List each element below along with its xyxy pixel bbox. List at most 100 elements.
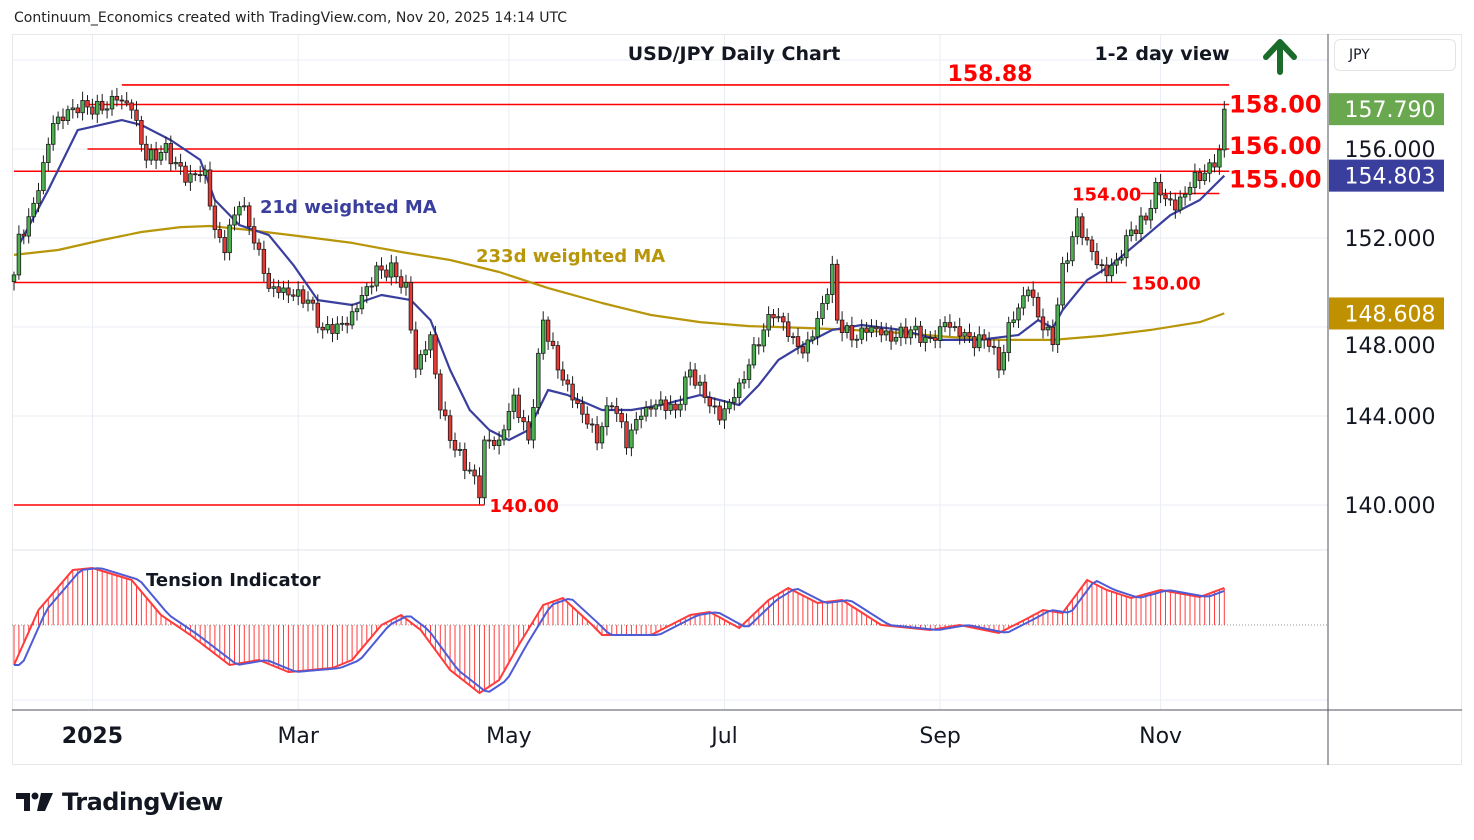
candle xyxy=(815,311,820,346)
candle-body xyxy=(16,233,22,276)
candle xyxy=(947,314,953,337)
candle xyxy=(173,156,178,170)
candle-body xyxy=(36,190,41,204)
candle xyxy=(565,374,570,392)
candle-body xyxy=(90,106,95,115)
candle xyxy=(477,467,482,505)
time-tick-label: Mar xyxy=(277,724,319,749)
candle-body xyxy=(923,337,928,343)
candle xyxy=(104,101,110,119)
candle xyxy=(393,256,399,284)
candle xyxy=(692,363,698,389)
candle-body xyxy=(447,415,453,441)
candle-body xyxy=(800,346,806,354)
candle xyxy=(496,431,502,455)
candle-body xyxy=(109,95,115,110)
candle xyxy=(1075,208,1080,245)
level-label: 140.00 xyxy=(489,496,558,517)
candle-body xyxy=(389,262,394,278)
candle-body xyxy=(26,216,31,237)
candle xyxy=(1070,231,1075,267)
candle xyxy=(21,229,26,245)
candle-body xyxy=(207,169,213,207)
candle-body xyxy=(879,328,884,336)
candle xyxy=(60,108,66,129)
candle-body xyxy=(217,229,222,238)
candle xyxy=(913,317,918,339)
candle xyxy=(212,199,218,239)
candle xyxy=(893,328,899,345)
candle xyxy=(222,229,227,261)
candle xyxy=(109,90,115,116)
candle xyxy=(727,398,732,414)
candle-body xyxy=(986,339,992,347)
candle-body xyxy=(1084,236,1090,241)
candle-body xyxy=(472,469,477,477)
indicator-signal-line xyxy=(14,567,1225,693)
candle-body xyxy=(398,276,404,288)
time-axis[interactable]: 2025 Mar May Jul Sep Nov xyxy=(62,724,1182,749)
candle-body xyxy=(1168,198,1173,201)
candle xyxy=(144,135,149,169)
candle xyxy=(462,442,467,480)
time-tick-label: Nov xyxy=(1139,724,1182,749)
candle-body xyxy=(795,336,801,347)
candle-body xyxy=(776,316,781,319)
candle-body xyxy=(501,429,507,441)
candle xyxy=(874,319,879,338)
candle-body xyxy=(1197,171,1202,181)
candle xyxy=(707,391,712,414)
candle-body xyxy=(1207,162,1212,174)
candle-body xyxy=(271,286,276,289)
candle xyxy=(403,274,409,296)
candle xyxy=(790,332,796,345)
candle xyxy=(1104,256,1109,283)
candle xyxy=(1153,177,1158,214)
price-tick-label: 148.000 xyxy=(1345,334,1436,359)
candle xyxy=(310,296,316,311)
candle xyxy=(712,397,717,415)
candle-body xyxy=(639,415,644,420)
candle-body xyxy=(624,421,629,449)
candle xyxy=(996,340,1002,379)
candle-body xyxy=(560,369,565,381)
candle xyxy=(541,311,546,360)
candle xyxy=(114,87,120,107)
candle-body xyxy=(467,469,472,472)
candle xyxy=(634,411,639,435)
candle xyxy=(957,317,962,345)
candle xyxy=(482,435,487,505)
candle xyxy=(266,267,271,293)
candle-body xyxy=(246,205,252,228)
candle xyxy=(291,288,296,302)
candle-body xyxy=(11,274,17,283)
candle-body xyxy=(580,403,585,415)
candle-body xyxy=(888,330,894,342)
candle-body xyxy=(947,322,953,328)
candle xyxy=(369,277,374,295)
candle xyxy=(193,170,198,182)
candle-body xyxy=(51,123,56,145)
candle-body xyxy=(423,349,428,356)
candle-body xyxy=(805,339,810,354)
candle-body xyxy=(972,336,977,349)
price-axis[interactable]: 140.000 144.000 148.000 152.000 156.000 148.6… xyxy=(1329,93,1444,519)
candle xyxy=(560,361,565,386)
candle xyxy=(374,261,379,292)
candle xyxy=(898,322,904,347)
candle-body xyxy=(139,120,144,145)
candle-body xyxy=(168,143,173,165)
candle-body xyxy=(570,383,575,401)
candle xyxy=(178,153,183,175)
tradingview-logo[interactable]: TradingView xyxy=(16,788,223,816)
candle-body xyxy=(835,263,840,321)
level-label: 158.88 xyxy=(948,62,1033,87)
candle-body xyxy=(1143,215,1149,221)
candle xyxy=(879,322,884,343)
candle xyxy=(506,403,512,438)
ma233-label: 233d weighted MA xyxy=(476,246,665,267)
ma21-label: 21d weighted MA xyxy=(260,197,437,218)
currency-selector[interactable]: JPY xyxy=(1334,39,1456,71)
candle xyxy=(1011,311,1016,328)
